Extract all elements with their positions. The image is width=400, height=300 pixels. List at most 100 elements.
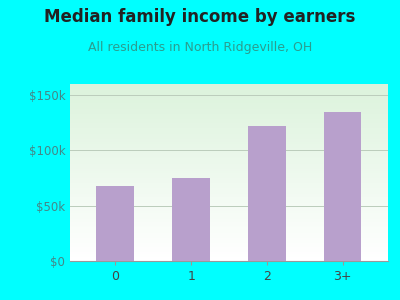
- Bar: [70, 142, 388, 144]
- Bar: [70, 254, 388, 256]
- Bar: [70, 164, 388, 165]
- Bar: [70, 204, 388, 206]
- Bar: [70, 208, 388, 210]
- Bar: [70, 245, 388, 247]
- Bar: [70, 109, 388, 110]
- Bar: [70, 202, 388, 204]
- Bar: [70, 178, 388, 180]
- Bar: [70, 121, 388, 123]
- Bar: [70, 224, 388, 226]
- Bar: [70, 93, 388, 94]
- Bar: [70, 84, 388, 86]
- Bar: [70, 96, 388, 98]
- Bar: [70, 217, 388, 218]
- Bar: [70, 196, 388, 197]
- Bar: [70, 257, 388, 259]
- Bar: [70, 89, 388, 91]
- Bar: [70, 86, 388, 88]
- Bar: [70, 206, 388, 208]
- Bar: [70, 185, 388, 187]
- Bar: [70, 134, 388, 135]
- Bar: [70, 158, 388, 160]
- Text: All residents in North Ridgeville, OH: All residents in North Ridgeville, OH: [88, 40, 312, 53]
- Bar: [70, 94, 388, 96]
- Bar: [70, 110, 388, 112]
- Bar: [70, 132, 388, 134]
- Bar: [70, 149, 388, 151]
- Bar: [70, 181, 388, 183]
- Bar: [96, 186, 134, 261]
- Bar: [70, 160, 388, 162]
- Bar: [70, 222, 388, 224]
- Bar: [70, 249, 388, 250]
- Bar: [70, 88, 388, 89]
- Bar: [70, 153, 388, 155]
- Bar: [70, 201, 388, 203]
- Bar: [70, 220, 388, 222]
- Bar: [70, 227, 388, 229]
- Bar: [70, 116, 388, 118]
- Bar: [70, 238, 388, 240]
- Bar: [70, 123, 388, 125]
- Bar: [70, 197, 388, 199]
- Bar: [70, 172, 388, 174]
- Bar: [70, 256, 388, 257]
- Bar: [70, 247, 388, 249]
- Bar: [70, 162, 388, 164]
- Bar: [70, 174, 388, 176]
- Bar: [70, 218, 388, 220]
- Bar: [70, 98, 388, 100]
- Bar: [70, 167, 388, 169]
- Bar: [70, 171, 388, 172]
- Bar: [70, 144, 388, 146]
- Bar: [70, 103, 388, 105]
- Bar: [70, 242, 388, 243]
- Bar: [70, 107, 388, 109]
- Bar: [70, 114, 388, 116]
- Bar: [70, 243, 388, 245]
- Bar: [70, 210, 388, 212]
- Bar: [70, 91, 388, 93]
- Bar: [70, 199, 388, 201]
- Bar: [324, 112, 362, 261]
- Bar: [70, 169, 388, 171]
- Bar: [70, 135, 388, 137]
- Bar: [70, 229, 388, 231]
- Bar: [70, 240, 388, 242]
- Bar: [70, 252, 388, 254]
- Bar: [70, 127, 388, 128]
- Bar: [70, 130, 388, 132]
- Bar: [70, 102, 388, 103]
- Bar: [70, 112, 388, 114]
- Bar: [70, 105, 388, 107]
- Bar: [70, 250, 388, 252]
- Bar: [70, 215, 388, 217]
- Bar: [70, 137, 388, 139]
- Bar: [70, 118, 388, 119]
- Bar: [70, 236, 388, 238]
- Bar: [70, 190, 388, 192]
- Bar: [70, 231, 388, 233]
- Bar: [70, 128, 388, 130]
- Bar: [70, 183, 388, 185]
- Text: Median family income by earners: Median family income by earners: [44, 8, 356, 26]
- Bar: [70, 192, 388, 194]
- Bar: [70, 226, 388, 227]
- Bar: [70, 125, 388, 127]
- Bar: [70, 176, 388, 178]
- Bar: [70, 213, 388, 215]
- Bar: [70, 212, 388, 213]
- Bar: [70, 141, 388, 142]
- Bar: [70, 100, 388, 102]
- Bar: [172, 178, 210, 261]
- Bar: [248, 126, 286, 261]
- Bar: [70, 155, 388, 157]
- Bar: [70, 165, 388, 167]
- Bar: [70, 187, 388, 188]
- Bar: [70, 188, 388, 190]
- Bar: [70, 119, 388, 121]
- Bar: [70, 259, 388, 261]
- Bar: [70, 180, 388, 181]
- Bar: [70, 148, 388, 149]
- Bar: [70, 146, 388, 148]
